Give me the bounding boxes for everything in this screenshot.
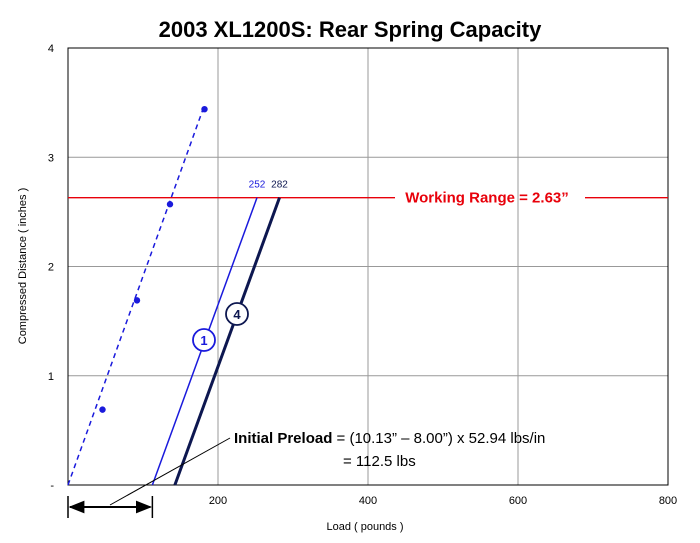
- axis-ticks: - 1 2 3 4 200 400 600 800: [48, 43, 677, 507]
- preload-leader-line: [109, 437, 231, 506]
- series-circle-label-0: 1: [200, 333, 207, 348]
- series-line-2: [67, 108, 204, 486]
- data-point-2-2: [166, 201, 174, 208]
- x-axis-label: Load ( pounds ): [326, 521, 403, 533]
- plot-frame: [67, 47, 669, 486]
- series-line-1: [173, 197, 281, 486]
- series-end-label-0: 252: [249, 180, 266, 191]
- data-point-2-1: [133, 297, 141, 304]
- y-tick-label-3: 3: [48, 152, 54, 164]
- data-point-2-0: [99, 406, 106, 413]
- x-tick-label-3: 800: [659, 495, 677, 507]
- series-circle-marker-1: [225, 302, 249, 326]
- x-tick-label-1: 400: [359, 495, 377, 507]
- chart-title: 2003 XL1200S: Rear Spring Capacity: [159, 17, 542, 42]
- x-tick-label-0: 200: [209, 495, 227, 507]
- y-tick-label-4: 4: [48, 43, 54, 55]
- series-end-label-1: 282: [271, 180, 288, 191]
- preload-annotation-line1: Initial Preload = (10.13” – 8.00”) x 52.…: [234, 430, 545, 447]
- working-range-label: Working Range = 2.63”: [405, 190, 569, 207]
- preload-annotation-line2: = 112.5 lbs: [343, 453, 416, 470]
- x-tick-label-2: 600: [509, 495, 527, 507]
- y-axis-label: Compressed Distance ( inches ): [17, 188, 29, 345]
- series-circle-label-1: 4: [233, 307, 241, 322]
- y-tick-label-2: 2: [48, 262, 54, 274]
- y-tick-label-0: -: [50, 480, 54, 492]
- preload-annotation-formula: = (10.13” – 8.00”) x 52.94 lbs/in: [332, 430, 545, 447]
- preload-span-arrow: [67, 496, 154, 518]
- data-point-2-3: [201, 105, 208, 113]
- grid-lines: [68, 48, 668, 485]
- preload-annotation-bold: Initial Preload: [234, 430, 332, 447]
- series-group: 252 1 282 4: [67, 105, 288, 486]
- y-tick-label-1: 1: [48, 371, 54, 383]
- series-circle-marker-0: [192, 328, 216, 352]
